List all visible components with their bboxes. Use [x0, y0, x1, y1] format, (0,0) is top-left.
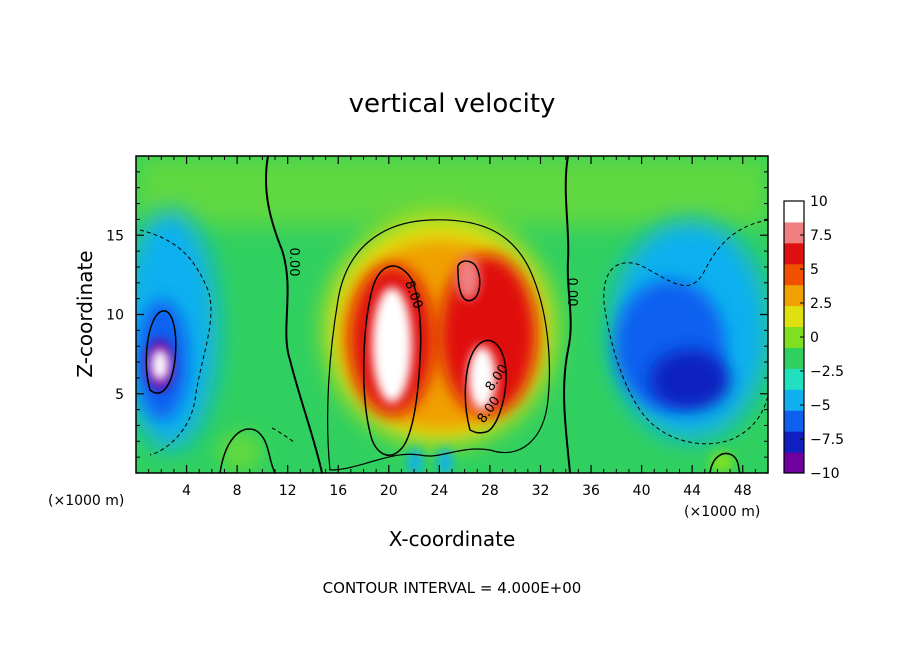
x-axis-label: X-coordinate [389, 527, 516, 551]
contour-interval-text: CONTOUR INTERVAL = 4.000E+00 [323, 579, 582, 597]
contour-bottom-left [219, 428, 276, 473]
colorbar-tick-label: −2.5 [810, 364, 844, 380]
x-tick-label: 28 [481, 483, 499, 499]
updraft-core-left [372, 287, 412, 403]
chart-title: vertical velocity [349, 89, 556, 119]
x-unit-right: (×1000 m) [684, 504, 760, 520]
x-tick-label: 20 [380, 483, 398, 499]
colorbar-swatch [784, 221, 804, 244]
contour-dash-bottom [271, 427, 295, 443]
colorbar-tick-label: −7.5 [810, 432, 844, 448]
x-tick-label: 48 [734, 483, 752, 499]
contour-label: 0.00 [286, 248, 301, 277]
y-tick-label: 10 [106, 308, 124, 324]
contour-downdraft-left-inner [145, 310, 177, 394]
y-tick-label: 5 [115, 387, 124, 403]
heatmap-field [136, 156, 768, 473]
contour-updraft-8-left [362, 265, 422, 456]
x-tick-label: 4 [182, 483, 191, 499]
colorbar-tick-label: 0 [810, 330, 819, 346]
colorbar-swatch [784, 452, 804, 474]
downdraft-left-peak [151, 349, 169, 381]
colorbar-swatch [784, 368, 804, 390]
bottom-blob-4 [218, 432, 262, 472]
colorbar-swatch [784, 389, 804, 411]
bottom-blob-3 [710, 452, 734, 472]
updraft-core-right [468, 346, 496, 410]
contour-bottom-right [709, 452, 741, 473]
contour-downdraft-right [603, 219, 768, 445]
colorbar: 10 7.5 5 2.5 0 −2.5 −5 −7.5 −10 [783, 194, 844, 482]
x-tick-label: 32 [532, 483, 550, 499]
colorbar-swatch [784, 263, 804, 286]
field-upper-zone [136, 156, 768, 226]
contour-zero-right [563, 156, 572, 473]
x-tick-label: 12 [279, 483, 297, 499]
updraft-pink-top [456, 256, 480, 300]
colorbar-swatch [784, 201, 804, 223]
x-tick-label: 16 [329, 483, 347, 499]
colorbar-tick-label: 7.5 [810, 228, 832, 244]
y-axis-label: Z-coordinate [73, 250, 97, 377]
colorbar-tick-label: 5 [810, 262, 819, 278]
colorbar-swatch [784, 305, 804, 328]
x-axis: 4 8 12 16 20 24 28 32 36 40 44 48 [148, 156, 756, 499]
colorbar-swatch [784, 431, 804, 453]
contour-updraft-outer [327, 219, 551, 471]
x-tick-label: 36 [582, 483, 600, 499]
colorbar-swatch [784, 326, 804, 348]
bottom-blob-1 [408, 448, 422, 473]
colorbar-tick-label: 2.5 [810, 296, 832, 312]
downdraft-right-core [650, 350, 730, 410]
contour-label: 0.00 [564, 278, 579, 307]
colorbar-swatch [784, 284, 804, 307]
contour-updraft-8-top [457, 260, 481, 302]
x-tick-label: 8 [233, 483, 242, 499]
x-tick-label: 24 [430, 483, 448, 499]
colorbar-swatch [784, 242, 804, 265]
contour-zero-left [265, 156, 323, 473]
colorbar-swatch [784, 347, 804, 369]
y-tick-label: 15 [106, 228, 124, 244]
contour-downdraft-left [139, 229, 212, 456]
x-tick-label: 40 [633, 483, 651, 499]
colorbar-tick-label: 10 [810, 194, 828, 210]
colorbar-tick-label: −5 [810, 398, 831, 414]
x-tick-label: 44 [683, 483, 701, 499]
x-unit-left: (×1000 m) [48, 493, 124, 509]
y-axis: 5 10 15 [106, 171, 768, 458]
colorbar-tick-label: −10 [810, 466, 840, 482]
colorbar-swatch [784, 410, 804, 432]
contour-updraft-8-right [464, 339, 507, 434]
